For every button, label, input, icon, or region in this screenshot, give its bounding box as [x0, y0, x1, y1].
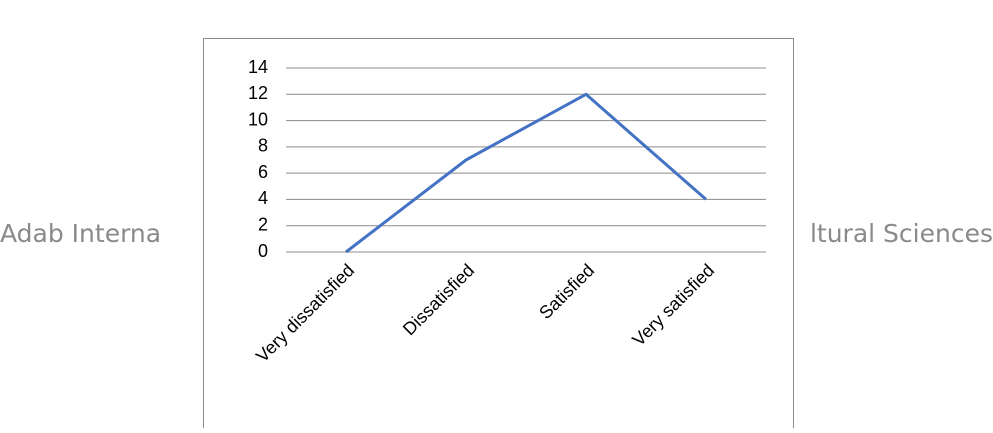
watermark-right: ltural Sciences	[810, 219, 993, 248]
y-tick-label: 0	[258, 241, 268, 261]
y-tick-label: 12	[248, 83, 268, 103]
y-tick-label: 8	[258, 136, 268, 156]
y-tick-label: 14	[248, 57, 268, 77]
y-tick-label: 4	[258, 188, 268, 208]
data-line	[345, 92, 707, 254]
watermark-left: Adab Interna	[0, 219, 161, 248]
y-tick-label: 6	[258, 162, 268, 182]
chart-frame	[203, 38, 794, 433]
y-tick-label: 2	[258, 214, 268, 234]
y-tick-label: 10	[248, 109, 268, 129]
